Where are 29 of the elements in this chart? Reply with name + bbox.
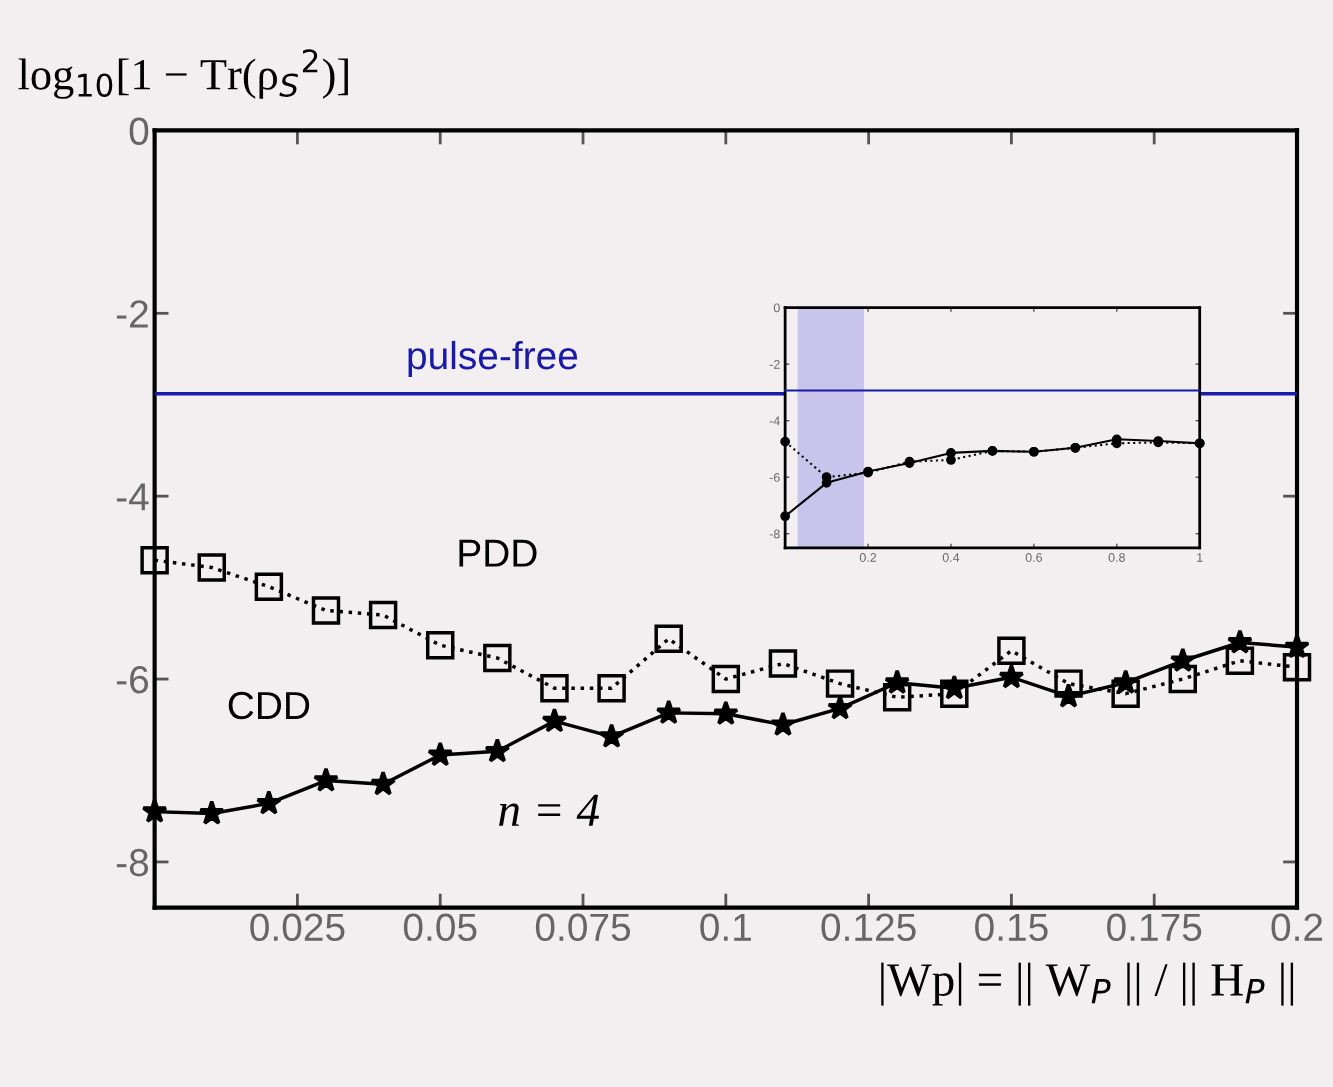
x-tick-label: 0.2 <box>1271 913 1323 942</box>
x-tick-label: 0.1 <box>700 913 751 942</box>
x-tick-label: 0.15 <box>975 913 1048 942</box>
x-tick-label: 0.075 <box>535 913 631 942</box>
x-axis-title: |Wp| = || W$_{P}$ || / || H$_{P}$ || <box>881 962 1294 1006</box>
y-tick-label: -6 <box>769 472 780 482</box>
annotation: n = 4 <box>499 794 600 826</box>
x-tick-label: 0.2 <box>859 553 877 562</box>
y-tick-label: -4 <box>116 483 149 511</box>
y-tick-label: 0 <box>773 303 780 313</box>
x-tick-label: 0.6 <box>1025 553 1043 562</box>
y-axis-title: log$_{10}$[1 − Tr(ρ$_{S}$$^{2}$)] <box>18 49 348 99</box>
x-tick-label: 0.8 <box>1108 553 1125 562</box>
x-tick-label: 1 <box>1197 553 1203 562</box>
y-tick-label: 0 <box>129 117 149 145</box>
series-label: PDD <box>459 539 537 567</box>
series-label: CDD <box>228 691 310 720</box>
x-tick-label: 0.05 <box>403 913 477 942</box>
y-tick-label: -4 <box>769 416 780 426</box>
x-tick-label: 0.025 <box>250 913 345 942</box>
x-tick-label: 0.175 <box>1107 913 1202 942</box>
y-tick-label: -2 <box>116 300 148 328</box>
y-tick-label: -6 <box>116 665 149 694</box>
y-tick-label: -8 <box>769 529 780 539</box>
y-tick-label: -2 <box>769 359 780 369</box>
y-tick-label: -8 <box>116 848 149 877</box>
x-tick-label: 0.125 <box>821 913 916 942</box>
ref-line-label: pulse-free <box>408 340 578 378</box>
x-tick-label: 0.4 <box>942 553 960 562</box>
